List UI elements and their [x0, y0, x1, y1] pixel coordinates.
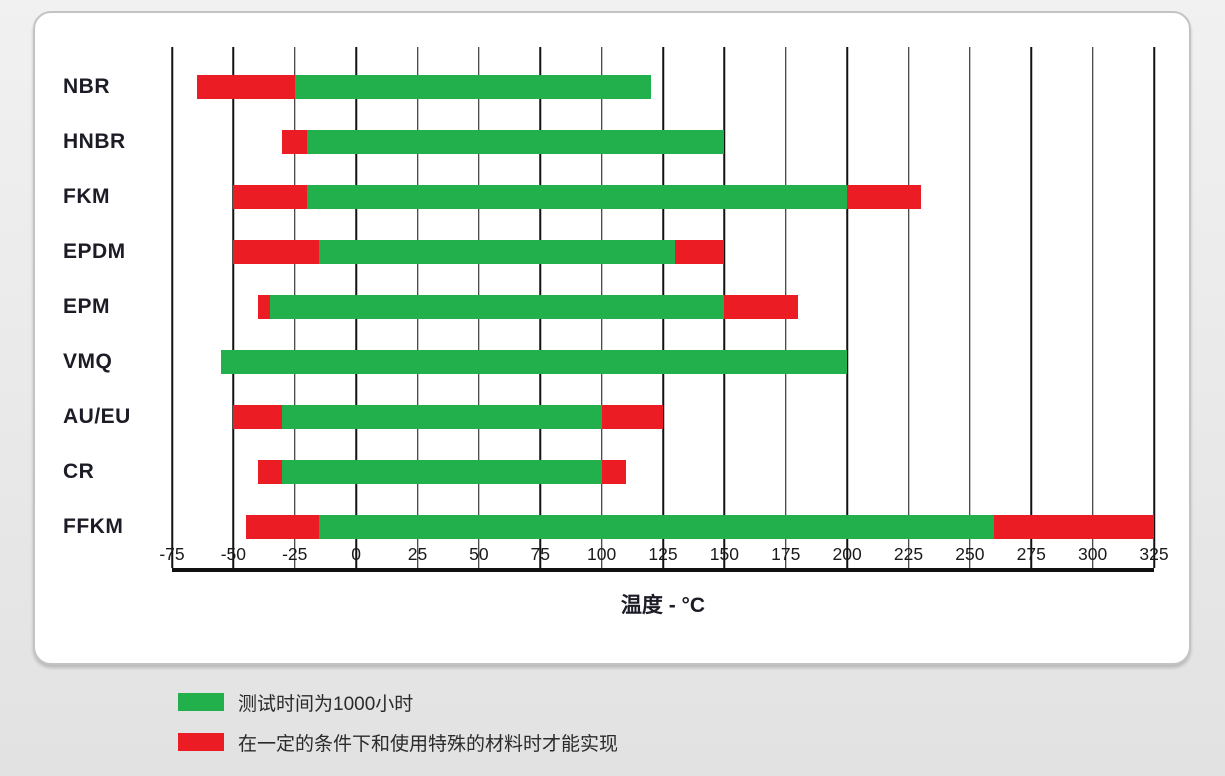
bar-segment-special	[601, 459, 627, 484]
bar-segment-special	[994, 514, 1154, 539]
material-label: FKM	[63, 184, 110, 208]
bar-segment-special	[245, 514, 320, 539]
bar-segment-special	[257, 294, 271, 319]
x-tick-label: 150	[709, 544, 739, 564]
bar-segment-standard	[270, 294, 725, 319]
material-label: VMQ	[63, 349, 113, 373]
gridline	[171, 47, 173, 568]
material-label: HNBR	[63, 129, 126, 153]
gridline	[846, 47, 848, 568]
bar-segment-special	[233, 184, 308, 209]
x-tick-label: 325	[1139, 544, 1169, 564]
bar-segment-standard	[282, 459, 602, 484]
bar-rows: NBR HNBR FKM EPDM EPM VMQ AU/EU CR FFKM	[63, 47, 1154, 568]
x-tick-label: 175	[771, 544, 801, 564]
bar-segment-special	[233, 404, 283, 429]
gridline	[1091, 47, 1094, 568]
x-tick-label: 250	[955, 544, 985, 564]
x-tick-label: -25	[282, 544, 308, 564]
bar-segment-standard	[221, 349, 848, 374]
bar-segment-special	[724, 294, 799, 319]
bar-segment-standard	[307, 129, 725, 154]
x-tick-label: 300	[1078, 544, 1108, 564]
bar-row: VMQ	[63, 334, 1154, 389]
legend-item-standard: 测试时间为1000小时	[178, 692, 618, 715]
bar-segment-standard	[294, 74, 651, 99]
bar-row: NBR	[63, 59, 1154, 114]
x-tick-label: 0	[351, 544, 361, 564]
bar-row: FKM	[63, 169, 1154, 224]
x-tick-label: 200	[832, 544, 862, 564]
legend-label-special: 在一定的条件下和使用特殊的材料时才能实现	[238, 733, 619, 755]
bar-segment-special	[233, 239, 320, 264]
material-label: FFKM	[63, 514, 124, 538]
bar-segment-standard	[319, 239, 676, 264]
bar-row: AU/EU	[63, 389, 1154, 444]
x-tick-label: 275	[1016, 544, 1046, 564]
bar-segment-standard	[319, 514, 995, 539]
material-label: EPDM	[63, 239, 126, 263]
bar-row: CR	[63, 444, 1154, 499]
material-label: CR	[63, 459, 95, 483]
legend-item-special: 在一定的条件下和使用特殊的材料时才能实现	[178, 732, 618, 755]
gridline	[969, 47, 971, 568]
x-axis-tick-labels: -75 -50 -25 0 25 50 75 100 125 150 175 200 225 250 275…	[159, 544, 1168, 568]
x-tick-label: -75	[159, 544, 185, 564]
material-label: AU/EU	[63, 404, 131, 428]
legend: 测试时间为1000小时 在一定的条件下和使用特殊的材料时才能实现	[178, 692, 618, 772]
bar-segment-special	[675, 239, 725, 264]
bar-segment-special	[847, 184, 921, 209]
bar-segment-special	[601, 404, 663, 429]
bar-segment-special	[282, 129, 308, 154]
x-tick-label: 75	[530, 544, 550, 564]
bar-row: FFKM	[63, 499, 1154, 554]
gridline	[1153, 47, 1155, 568]
bar-row: HNBR	[63, 114, 1154, 169]
bar-row: EPM	[63, 279, 1154, 334]
legend-label-standard: 测试时间为1000小时	[238, 693, 414, 715]
x-tick-label: 125	[648, 544, 678, 564]
legend-swatch-standard-green	[178, 693, 224, 711]
gridline	[1030, 47, 1032, 568]
chart-card: NBR HNBR FKM EPDM EPM VMQ AU/EU CR FFKM -75 -50 -2…	[33, 11, 1191, 665]
gridline	[232, 47, 235, 568]
x-tick-label: -50	[220, 544, 247, 564]
material-label: EPM	[63, 294, 111, 318]
x-tick-label: 100	[587, 544, 617, 564]
legend-swatch-special-red	[178, 733, 224, 751]
bar-segment-special	[196, 74, 295, 99]
x-axis-title: 温度 - °C	[620, 594, 706, 617]
bar-segment-standard	[282, 404, 602, 429]
x-tick-label: 225	[893, 544, 924, 564]
x-tick-label: 25	[407, 544, 428, 564]
material-label: NBR	[63, 74, 110, 98]
bar-segment-standard	[307, 184, 848, 209]
bar-segment-special	[257, 459, 283, 484]
bar-row: EPDM	[63, 224, 1154, 279]
plot-area: NBR HNBR FKM EPDM EPM VMQ AU/EU CR FFKM	[63, 47, 1155, 572]
x-tick-label: 50	[469, 544, 489, 564]
gridline	[907, 47, 910, 568]
